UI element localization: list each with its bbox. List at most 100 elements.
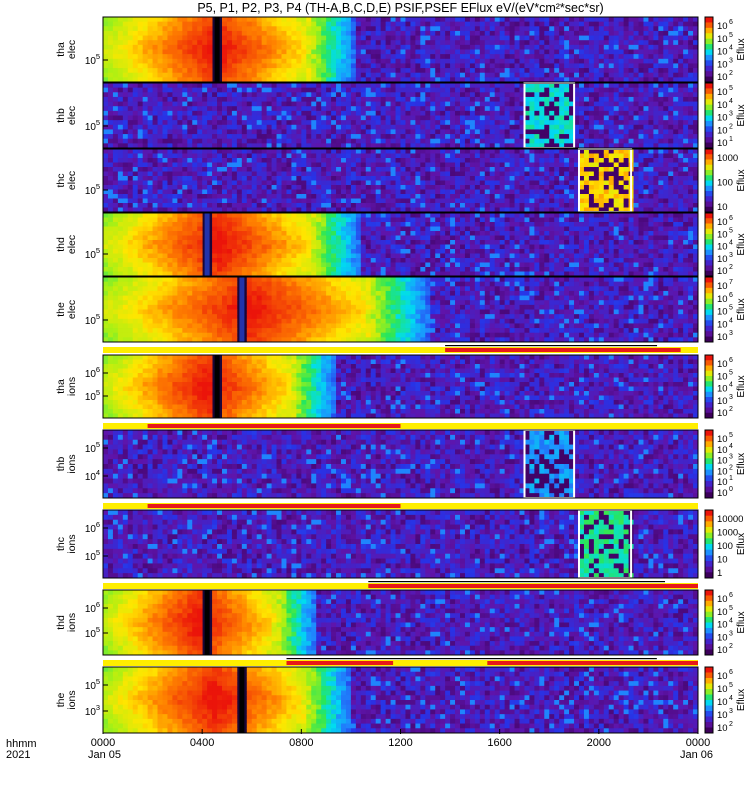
colorbar-tick-exponent: 0 <box>729 486 733 493</box>
colorbar-tick-exponent: 4 <box>729 98 733 105</box>
mode-bar-marks <box>368 581 665 582</box>
data-gap <box>215 17 220 82</box>
y-tick-label: 10 <box>85 681 97 692</box>
colorbar-tick-label: 10 <box>717 307 728 318</box>
colorbar-tick-exponent: 3 <box>729 252 733 259</box>
x-tick-label: 0000 <box>91 737 115 749</box>
colorbar-tick-label: 10 <box>717 294 728 305</box>
y-tick-label: 10 <box>85 316 97 327</box>
colorbar-tick-exponent: 2 <box>729 70 733 77</box>
colorbar-tick-exponent: 2 <box>729 721 733 728</box>
y-tick-exponent: 4 <box>96 468 100 477</box>
x-tick-label: 0000 <box>686 737 710 749</box>
mode-bar-marks <box>445 345 657 346</box>
colorbar-tick-label: 10 <box>717 59 728 70</box>
colorbar-tick-label: 10 <box>717 202 728 213</box>
panel-tha-elec: tha elec10 510 610 510 410 310 2Eflux <box>55 17 747 83</box>
colorbar-tick-exponent: 6 <box>729 215 733 222</box>
colorbar-tick-exponent: 6 <box>729 592 733 599</box>
colorbar-tick-label: 10 <box>717 87 728 98</box>
y-axis-label: elec <box>66 235 78 254</box>
y-axis-label: elec <box>66 40 78 59</box>
colorbar-tick-exponent: 5 <box>729 432 733 439</box>
colorbar-tick-label: 10 <box>717 254 728 265</box>
y-axis-label: ions <box>66 454 78 473</box>
colorbar-tick-label: 1000 <box>717 528 738 539</box>
colorbar-tick-exponent: 4 <box>729 618 733 625</box>
colorbar-tick-exponent: 2 <box>729 123 733 130</box>
colorbar-tick-label: 10 <box>717 594 728 605</box>
colorbar-tick-exponent: 4 <box>729 45 733 52</box>
colorbar-label: Eflux <box>736 104 747 126</box>
colorbar-tick-label: 10 <box>717 100 728 111</box>
x-tick-label: 0800 <box>289 737 313 749</box>
colorbar-tick-exponent: 3 <box>729 708 733 715</box>
y-axis-label: elec <box>66 106 78 125</box>
colorbar-tick-label: 10 <box>717 396 728 407</box>
colorbar-tick-label: 10 <box>717 555 728 566</box>
y-tick-label: 10 <box>85 186 97 197</box>
colorbar-tick-exponent: 2 <box>729 264 733 271</box>
y-tick-label: 10 <box>85 56 97 67</box>
colorbar-tick-label: 10 <box>717 645 728 656</box>
y-tick-exponent: 3 <box>96 703 100 712</box>
colorbar-tick-exponent: 4 <box>729 240 733 247</box>
y-axis-label: ions <box>66 534 78 553</box>
y-tick-label: 10 <box>85 604 97 615</box>
colorbar-tick-label: 10 <box>717 242 728 253</box>
x-date-end: Jan 06 <box>680 749 713 761</box>
colorbar-label: Eflux <box>736 38 747 60</box>
colorbar-tick-label: 10 <box>717 607 728 618</box>
colorbar-tick-exponent: 3 <box>729 394 733 401</box>
colorbar-label: Eflux <box>736 298 747 320</box>
mode-bar-segment <box>148 424 401 428</box>
colorbar-tick-exponent: 6 <box>729 292 733 299</box>
spectrogram-figure: tha elec10 510 610 510 410 310 2Efluxthb elec10 5… <box>0 0 750 800</box>
colorbar-tick-exponent: 6 <box>729 19 733 26</box>
y-axis-label: ions <box>66 377 78 396</box>
y-tick-label: 10 <box>85 444 97 455</box>
y-tick-label: 10 <box>85 122 97 133</box>
colorbar-tick-label: 10 <box>717 34 728 45</box>
panel-tha-ions: tha ions105106 10610510410310 2Eflux <box>55 355 747 419</box>
colorbar-tick-exponent: 5 <box>729 305 733 312</box>
colorbar-tick-exponent: 5 <box>729 369 733 376</box>
colorbar-tick-label: 100 <box>717 178 733 189</box>
panel-thc-ions: thc ions105106 100001000100101Eflux <box>55 510 747 579</box>
y-tick-exponent: 5 <box>96 182 100 191</box>
colorbar-tick-label: 10000 <box>717 514 743 525</box>
y-tick-exponent: 6 <box>96 365 100 374</box>
colorbar-tick-label: 1000 <box>717 153 738 164</box>
colorbar-tick-exponent: 1 <box>729 136 733 143</box>
y-tick-label: 10 <box>85 552 97 563</box>
colorbar-label: Eflux <box>736 169 747 191</box>
colorbar-tick-exponent: 3 <box>729 111 733 118</box>
colorbar-tick-label: 10 <box>717 477 728 488</box>
mode-bar-segment <box>148 504 401 508</box>
mode-bar-segment <box>445 348 680 352</box>
y-tick-label: 10 <box>85 472 97 483</box>
colorbar-tick-label: 10 <box>717 466 728 477</box>
colorbar-tick-label: 10 <box>717 671 728 682</box>
colorbar-tick-label: 10 <box>717 113 728 124</box>
mode-bar-segment <box>487 661 698 665</box>
mode-bar-segment <box>287 661 394 665</box>
y-tick-label: 10 <box>85 392 97 403</box>
y-tick-exponent: 5 <box>96 388 100 397</box>
colorbar-label: Eflux <box>736 375 747 397</box>
y-tick-exponent: 5 <box>96 625 100 634</box>
y-tick-label: 10 <box>85 250 97 261</box>
colorbar-label: Eflux <box>736 533 747 555</box>
colorbar-tick-exponent: 4 <box>729 317 733 324</box>
x-tick-label: 0400 <box>190 737 214 749</box>
colorbar-tick-exponent: 5 <box>729 85 733 92</box>
y-axis-label: ions <box>66 613 78 632</box>
colorbar-label: Eflux <box>736 453 747 475</box>
colorbar-tick-label: 10 <box>717 72 728 83</box>
colorbar-tick-label: 10 <box>717 319 728 330</box>
data-gap <box>205 213 210 276</box>
